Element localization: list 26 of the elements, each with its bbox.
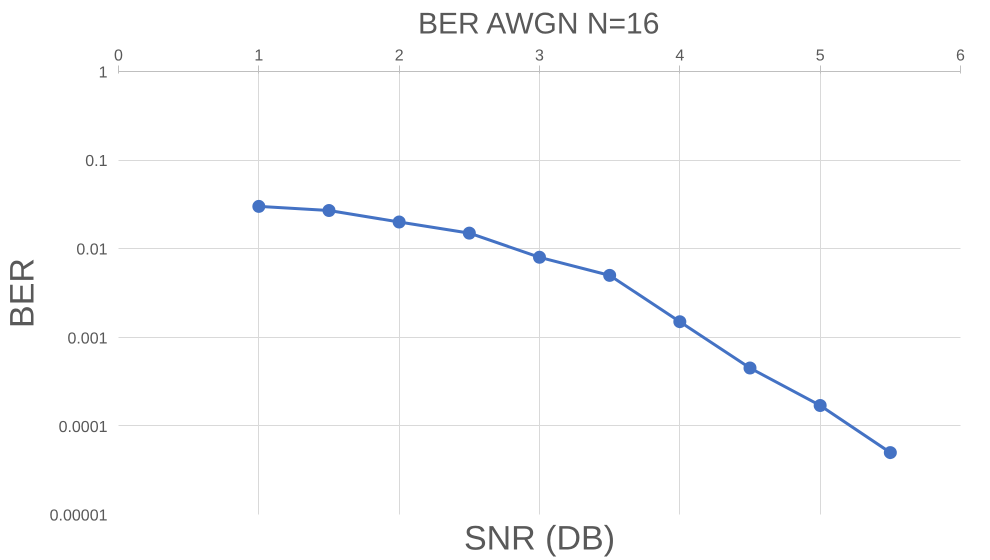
point	[252, 200, 266, 213]
x-tick-label: 6	[956, 48, 966, 64]
point	[814, 398, 827, 412]
x-tick-label: 3	[535, 48, 544, 64]
y-tick-label: 0.1	[85, 153, 108, 170]
point	[884, 446, 897, 460]
x-tick-label: 4	[675, 48, 684, 64]
x-tick-label: 0	[114, 48, 124, 64]
chart-title: BER AWGN N=16	[418, 8, 660, 40]
point	[322, 204, 336, 217]
y-tick-label: 0.001	[67, 330, 108, 348]
y-tick-label: 0.00001	[50, 508, 108, 524]
x-axis-title: SNR (DB)	[464, 520, 616, 558]
y-tick-label: 0.01	[76, 242, 108, 259]
point	[392, 216, 406, 229]
y-axis-title: BER	[4, 258, 42, 328]
x-tick-label: 1	[254, 48, 264, 64]
point	[673, 315, 686, 328]
x-tick-label: 5	[816, 48, 825, 64]
y-tick-label: 1	[98, 64, 108, 82]
point	[462, 226, 476, 240]
point	[603, 268, 616, 282]
point	[533, 250, 546, 264]
point	[744, 362, 756, 375]
x-tick-label: 2	[394, 48, 404, 64]
y-tick-label: 0.0001	[58, 418, 108, 436]
